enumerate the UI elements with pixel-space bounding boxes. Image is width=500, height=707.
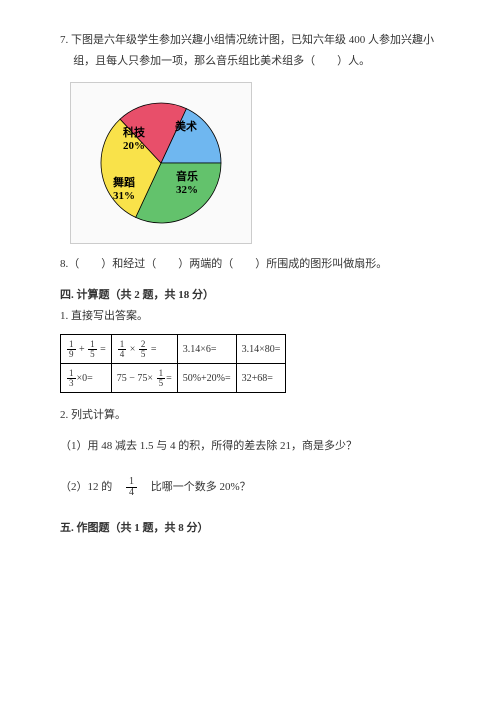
table-row: 19 + 15 =14 × 25 =3.14×6=3.14×80= <box>61 335 286 364</box>
q8-text: 8.（ ）和经过（ ）两端的（ ）所围成的图形叫做扇形。 <box>60 254 440 275</box>
pie-label-舞蹈: 舞蹈 <box>113 175 135 189</box>
table-cell: 32+68= <box>236 364 286 393</box>
table-cell: 13×0= <box>61 364 112 393</box>
q7-text2: 组，且每人只参加一项，那么音乐组比美术组多（ ）人。 <box>60 51 440 72</box>
table-cell: 19 + 15 = <box>61 335 112 364</box>
pie-pct-舞蹈: 31% <box>113 190 135 202</box>
table-row: 13×0=75 − 75× 15=50%+20%=32+68= <box>61 364 286 393</box>
q2-2-frac: 1 4 <box>126 477 137 498</box>
table-cell: 14 × 25 = <box>111 335 177 364</box>
table-cell: 3.14×6= <box>177 335 236 364</box>
s4-q1-label: 1. 直接写出答案。 <box>60 306 440 327</box>
pie-label-科技: 科技 <box>123 125 146 139</box>
table-cell: 75 − 75× 15= <box>111 364 177 393</box>
s4-q2-1: （1）用 48 减去 1.5 与 4 的积，所得的差去除 21，商是多少？ <box>60 436 440 457</box>
pie-pct-科技: 20% <box>123 140 145 152</box>
calc-table: 19 + 15 =14 × 25 =3.14×6=3.14×80=13×0=75… <box>60 334 286 393</box>
pie-pct-音乐: 32% <box>176 184 198 196</box>
s4-q2-label: 2. 列式计算。 <box>60 405 440 426</box>
q7-text1: 7. 下图是六年级学生参加兴趣小组情况统计图，已知六年级 400 人参加兴趣小 <box>60 30 440 51</box>
pie-label-音乐: 音乐 <box>176 169 198 183</box>
section5-header: 五. 作图题（共 1 题，共 8 分） <box>60 518 440 539</box>
q2-2-suffix: 比哪一个数多 20%？ <box>140 481 251 493</box>
q2-2-prefix: （2）12 的 <box>60 481 123 493</box>
s4-q2-2: （2）12 的 1 4 比哪一个数多 20%？ <box>60 477 440 498</box>
section4-header: 四. 计算题（共 2 题，共 18 分） <box>60 285 440 306</box>
table-cell: 3.14×80= <box>236 335 286 364</box>
pie-label-美术: 美术 <box>175 119 197 133</box>
pie-chart: 美术音乐32% 舞蹈31% 科技20% <box>70 82 252 244</box>
table-cell: 50%+20%= <box>177 364 236 393</box>
